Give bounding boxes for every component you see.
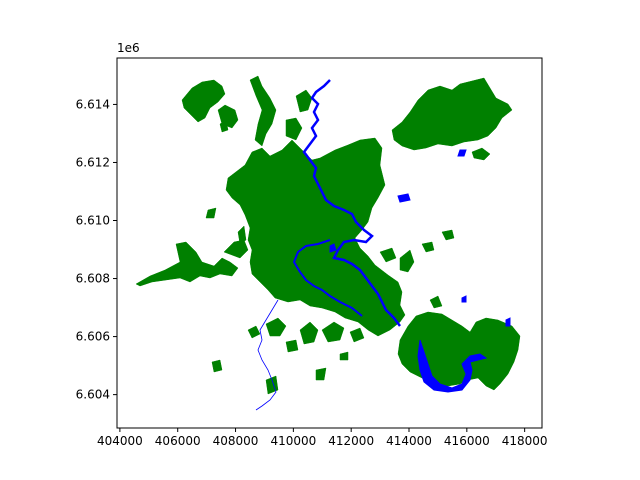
river bbox=[302, 79, 401, 327]
x-tick-label: 406000 bbox=[155, 434, 201, 448]
y-offset-label: 1e6 bbox=[117, 41, 140, 55]
y-tick-label: 6.610 bbox=[76, 214, 110, 228]
small-water-4 bbox=[461, 295, 467, 303]
y-axis: 6.604 6.606 6.608 6.610 6.612 6.614 bbox=[76, 97, 117, 402]
axes-frame bbox=[116, 57, 543, 429]
small-water-1 bbox=[397, 193, 411, 203]
stream bbox=[255, 299, 279, 411]
small-water-2 bbox=[457, 149, 467, 157]
lake bbox=[417, 339, 488, 393]
x-tick-label: 416000 bbox=[444, 434, 490, 448]
y-tick-label: 6.612 bbox=[76, 155, 110, 169]
x-axis: 404000 406000 408000 410000 412000 414000 4160… bbox=[97, 428, 548, 448]
small-water-5 bbox=[505, 317, 511, 327]
y-tick-label: 6.606 bbox=[76, 330, 110, 344]
green-areas-layer bbox=[135, 75, 521, 395]
y-tick-label: 6.614 bbox=[76, 97, 110, 111]
x-tick-label: 408000 bbox=[213, 434, 259, 448]
x-tick-label: 418000 bbox=[502, 434, 548, 448]
river-branch bbox=[292, 239, 363, 317]
y-tick-label: 6.608 bbox=[76, 272, 110, 286]
water-layer bbox=[255, 79, 511, 411]
x-tick-label: 412000 bbox=[328, 434, 374, 448]
y-tick-label: 6.604 bbox=[76, 388, 110, 402]
x-tick-label: 404000 bbox=[97, 434, 143, 448]
x-tick-label: 410000 bbox=[270, 434, 316, 448]
small-water-3 bbox=[329, 243, 337, 253]
x-tick-label: 414000 bbox=[386, 434, 432, 448]
